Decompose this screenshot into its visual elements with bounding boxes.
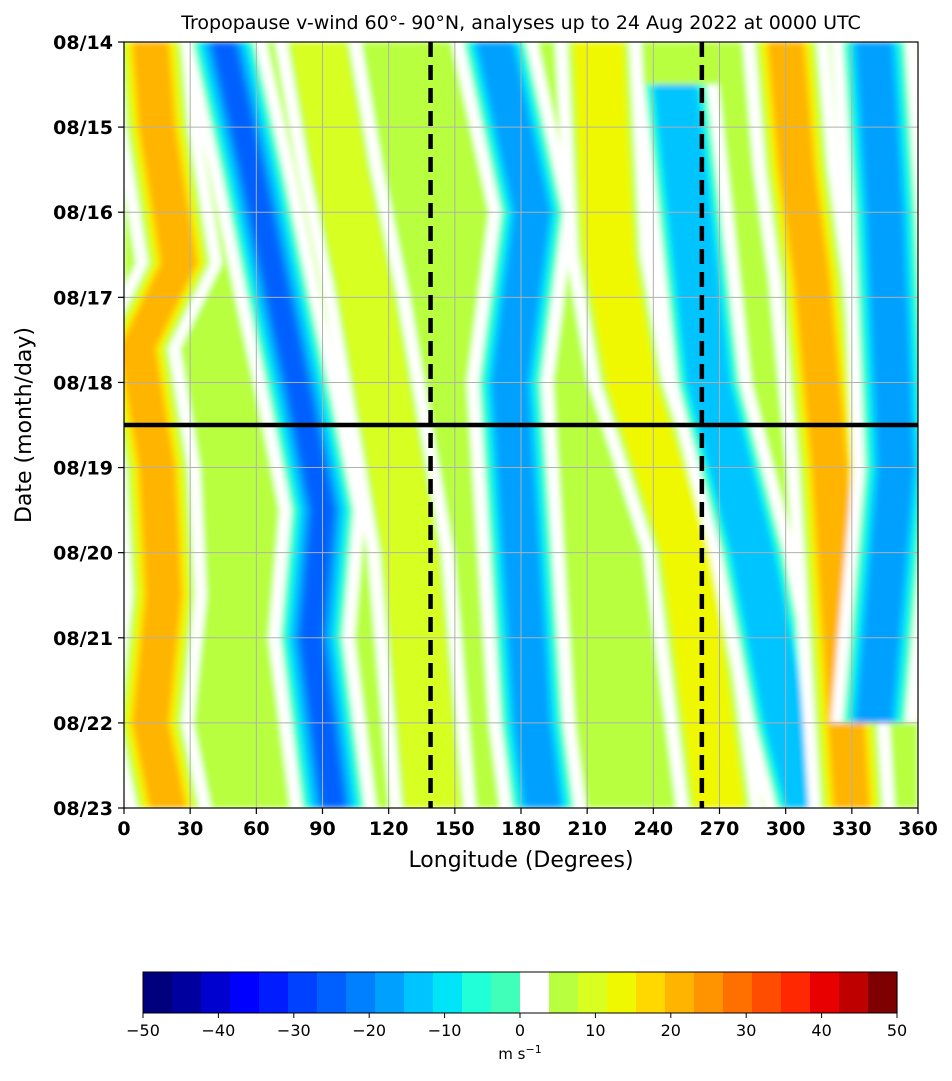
x-tick-label: 30 bbox=[177, 818, 203, 840]
colorbar-segment bbox=[201, 972, 231, 1013]
y-tick-label: 08/17 bbox=[53, 287, 113, 309]
colorbar-tick-label: 0 bbox=[515, 1021, 525, 1040]
colorbar-segment bbox=[288, 972, 318, 1013]
colorbar-segment bbox=[752, 972, 782, 1013]
colorbar-segment bbox=[259, 972, 289, 1013]
colorbar-segment bbox=[694, 972, 724, 1013]
x-axis-ticks: 0 30 60 90 120 150 180 210 240 270 300 330 360 bbox=[117, 808, 938, 840]
colorbar-segment bbox=[317, 972, 347, 1013]
y-tick-label: 08/18 bbox=[53, 372, 113, 394]
colorbar-tick-label: 20 bbox=[661, 1021, 681, 1040]
y-axis-label: Date (month/day) bbox=[12, 327, 37, 523]
y-tick-label: 08/23 bbox=[53, 798, 113, 820]
x-tick-label: 210 bbox=[567, 818, 607, 840]
y-tick-label: 08/15 bbox=[53, 117, 113, 139]
colorbar: −50 −40 −30 −20 −10 0 10 20 30 40 50 m s−1 bbox=[126, 971, 907, 1063]
x-tick-label: 60 bbox=[243, 818, 269, 840]
y-tick-label: 08/22 bbox=[53, 713, 113, 735]
colorbar-segment bbox=[462, 972, 492, 1013]
x-tick-label: 360 bbox=[898, 818, 938, 840]
cold-band-3-level-16 bbox=[654, 84, 829, 808]
colorbar-segment bbox=[665, 972, 695, 1013]
y-tick-label: 08/16 bbox=[53, 202, 113, 224]
y-tick-label: 08/14 bbox=[53, 32, 113, 54]
y-tick-label: 08/21 bbox=[53, 628, 113, 650]
plot-area bbox=[124, 42, 918, 808]
colorbar-segment bbox=[520, 972, 550, 1013]
colorbar-unit-label: m s−1 bbox=[498, 1043, 541, 1063]
colorbar-tick-label: 10 bbox=[585, 1021, 605, 1040]
x-tick-label: 90 bbox=[309, 818, 335, 840]
colorbar-segment bbox=[143, 972, 173, 1013]
colorbar-segment bbox=[781, 972, 811, 1013]
colorbar-segment bbox=[549, 972, 579, 1013]
x-tick-label: 240 bbox=[633, 818, 673, 840]
chart-title: Tropopause v-wind 60°- 90°N, analyses up… bbox=[180, 12, 861, 34]
y-tick-label: 08/19 bbox=[53, 458, 113, 480]
colorbar-segment bbox=[230, 972, 260, 1013]
colorbar-segment bbox=[375, 972, 405, 1013]
colorbar-segment bbox=[607, 972, 637, 1013]
colorbar-segment bbox=[839, 972, 869, 1013]
colorbar-segment bbox=[404, 972, 434, 1013]
marker-lines bbox=[124, 42, 918, 808]
colorbar-segment bbox=[578, 972, 608, 1013]
colorbar-tick-label: 30 bbox=[736, 1021, 756, 1040]
x-axis-label: Longitude (Degrees) bbox=[408, 848, 633, 873]
colorbar-tick-label: 50 bbox=[887, 1021, 907, 1040]
x-tick-label: 270 bbox=[700, 818, 740, 840]
colorbar-unit-exponent: −1 bbox=[525, 1043, 541, 1056]
colorbar-tick-label: −30 bbox=[277, 1021, 311, 1040]
colorbar-segment bbox=[723, 972, 753, 1013]
cold-band-1-level-28 bbox=[213, 42, 344, 808]
x-tick-label: 150 bbox=[435, 818, 475, 840]
x-tick-label: 0 bbox=[117, 818, 130, 840]
y-tick-label: 08/20 bbox=[53, 543, 113, 565]
colorbar-segment bbox=[491, 972, 521, 1013]
colorbar-tick-label: −20 bbox=[352, 1021, 386, 1040]
colorbar-tick-label: −50 bbox=[126, 1021, 160, 1040]
x-tick-label: 180 bbox=[501, 818, 541, 840]
x-tick-label: 120 bbox=[369, 818, 409, 840]
colorbar-segment bbox=[868, 972, 898, 1013]
colorbar-segment bbox=[346, 972, 376, 1013]
x-tick-label: 300 bbox=[766, 818, 806, 840]
y-axis-ticks: 08/14 08/15 08/16 08/17 08/18 08/19 08/20 08/21… bbox=[53, 32, 124, 820]
colorbar-tick-label: −40 bbox=[202, 1021, 236, 1040]
colorbar-segment bbox=[172, 972, 202, 1013]
colorbar-tick-label: 40 bbox=[811, 1021, 831, 1040]
colorbar-segment bbox=[636, 972, 666, 1013]
colorbar-segment bbox=[810, 972, 840, 1013]
colorbar-segment bbox=[433, 972, 463, 1013]
colorbar-tick-label: −10 bbox=[428, 1021, 462, 1040]
x-tick-label: 330 bbox=[832, 818, 872, 840]
